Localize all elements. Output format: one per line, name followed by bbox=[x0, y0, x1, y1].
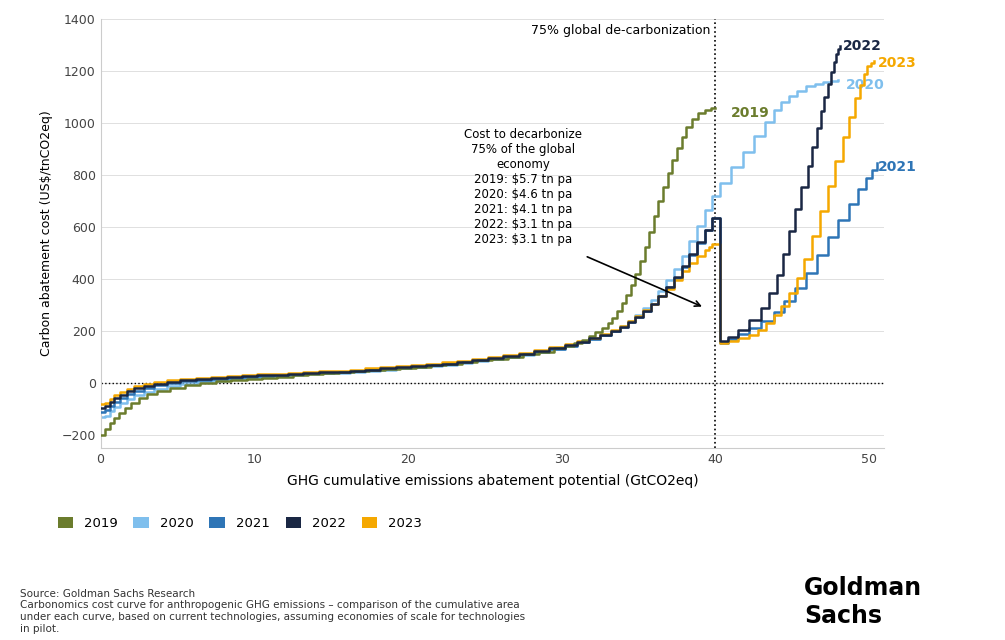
Text: 2021: 2021 bbox=[878, 161, 918, 174]
Text: 75% global de-carbonization: 75% global de-carbonization bbox=[532, 24, 711, 37]
Y-axis label: Carbon abatement cost (US$/tnCO2eq): Carbon abatement cost (US$/tnCO2eq) bbox=[40, 111, 53, 356]
Text: Source: Goldman Sachs Research
Carbonomics cost curve for anthropogenic GHG emis: Source: Goldman Sachs Research Carbonomi… bbox=[20, 589, 526, 634]
Text: 2023: 2023 bbox=[878, 56, 917, 70]
Text: 2022: 2022 bbox=[843, 40, 881, 54]
Text: Goldman
Sachs: Goldman Sachs bbox=[804, 576, 923, 628]
Text: Cost to decarbonize
75% of the global
economy
2019: $5.7 tn pa
2020: $4.6 tn pa
: Cost to decarbonize 75% of the global ec… bbox=[464, 129, 582, 246]
X-axis label: GHG cumulative emissions abatement potential (GtCO2eq): GHG cumulative emissions abatement poten… bbox=[286, 474, 698, 488]
Text: 2019: 2019 bbox=[731, 106, 770, 120]
Legend: 2019, 2020, 2021, 2022, 2023: 2019, 2020, 2021, 2022, 2023 bbox=[52, 512, 427, 536]
Text: 2020: 2020 bbox=[846, 77, 884, 92]
